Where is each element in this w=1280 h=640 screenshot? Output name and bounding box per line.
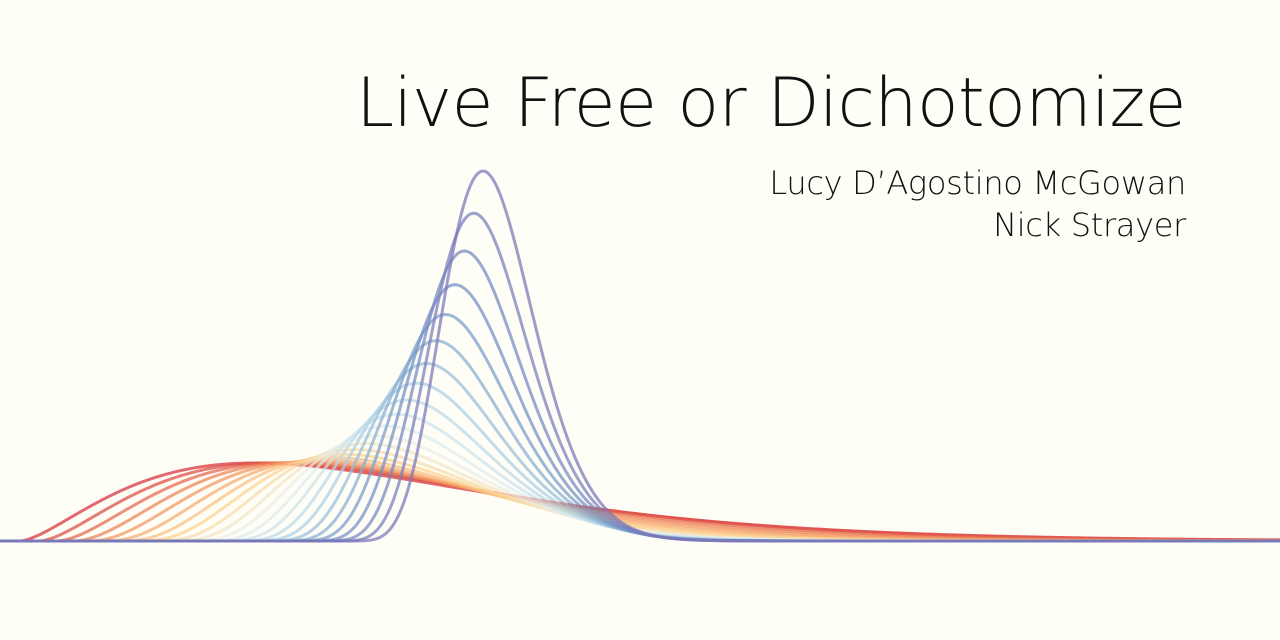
density-curve — [0, 339, 1280, 543]
author-name: Lucy D’Agostino McGowan — [769, 164, 1186, 202]
author-name: Nick Strayer — [993, 206, 1186, 244]
density-curve — [0, 283, 1280, 543]
title-block: Live Free or Dichotomize Lucy D’Agostino… — [356, 62, 1186, 246]
page-title: Live Free or Dichotomize — [356, 64, 1186, 143]
density-curve — [0, 211, 1280, 543]
density-curve — [0, 249, 1280, 543]
density-curve — [0, 169, 1280, 543]
